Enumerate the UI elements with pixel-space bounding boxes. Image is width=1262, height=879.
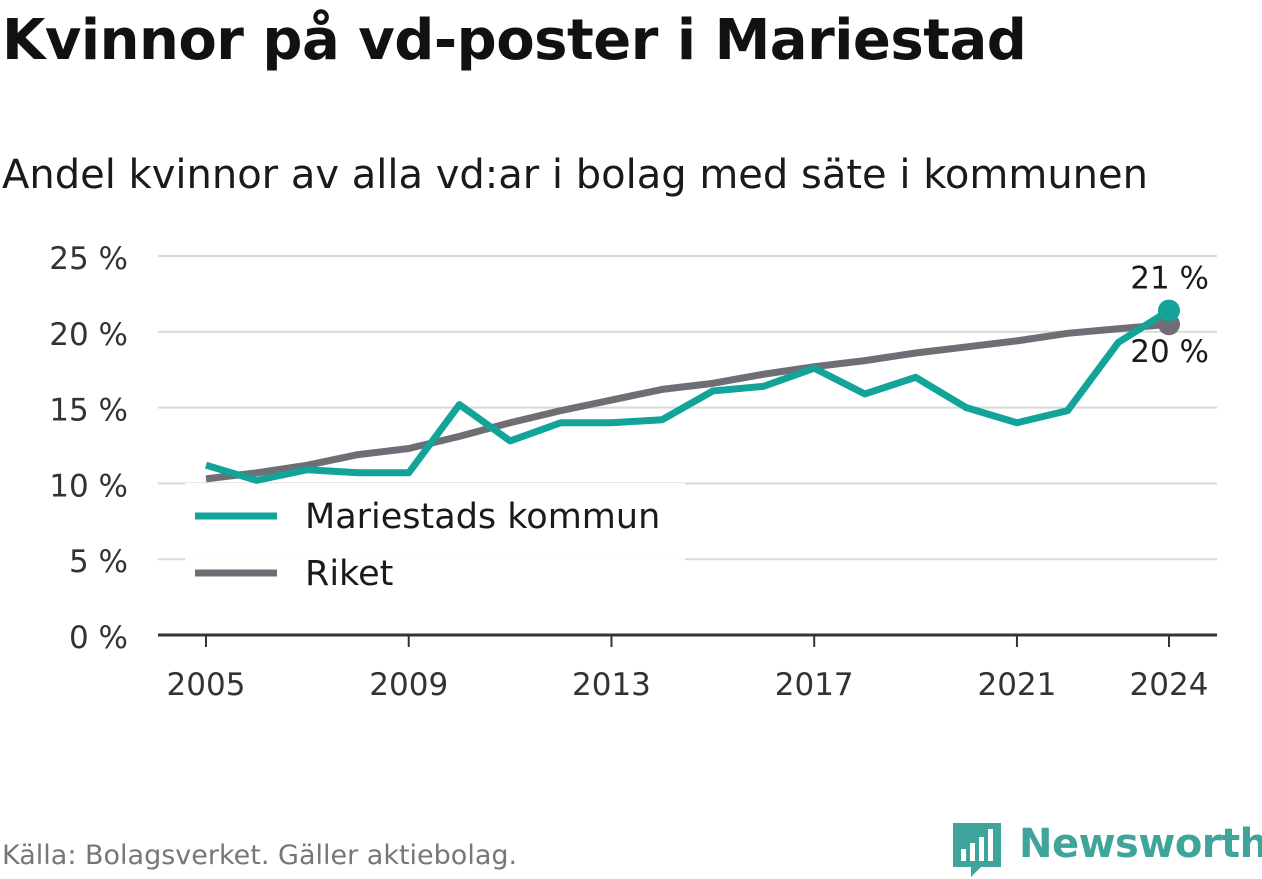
brand-name: Newsworthy — [1019, 821, 1262, 867]
chart-title: Kvinnor på vd-poster i Mariestad — [2, 8, 1027, 73]
source-note: Källa: Bolagsverket. Gäller aktiebolag. — [2, 840, 518, 871]
end-labels: 21 % 20 % — [1130, 261, 1209, 371]
legend-label: Riket — [305, 554, 393, 594]
y-tick-label: 10 % — [49, 468, 128, 504]
end-label-mariestad: 21 % — [1130, 261, 1209, 297]
series-line — [204, 307, 1171, 484]
legend-label: Mariestads kommun — [305, 497, 660, 537]
x-tick-label: 2021 — [977, 667, 1056, 703]
newsworthy-logo: Newsworthy — [951, 819, 1262, 879]
y-axis-ticks: 0 % 5 % 10 % 15 % 20 % 25 % — [49, 241, 128, 656]
chart-subtitle: Andel kvinnor av alla vd:ar i bolag med … — [2, 152, 1148, 198]
x-tick-label: 2017 — [775, 667, 854, 703]
newsworthy-logo-icon — [953, 823, 1001, 877]
y-tick-label: 25 % — [49, 241, 128, 277]
x-axis-ticks: 2005 2009 2013 2017 2021 2024 — [167, 635, 1209, 703]
series-lines — [204, 299, 1180, 484]
legend: Mariestads kommun Riket — [185, 483, 685, 608]
series-end-point — [1158, 299, 1180, 322]
series-line — [205, 320, 1170, 483]
end-label-riket: 20 % — [1130, 334, 1209, 370]
x-tick-label: 2009 — [369, 667, 448, 703]
x-tick-label: 2024 — [1130, 667, 1209, 703]
legend-background — [185, 483, 685, 608]
y-tick-label: 0 % — [69, 620, 128, 656]
y-tick-label: 20 % — [49, 317, 128, 353]
y-tick-label: 5 % — [69, 544, 128, 580]
x-tick-label: 2005 — [167, 667, 246, 703]
x-tick-label: 2013 — [572, 667, 651, 703]
y-tick-label: 15 % — [49, 393, 128, 429]
